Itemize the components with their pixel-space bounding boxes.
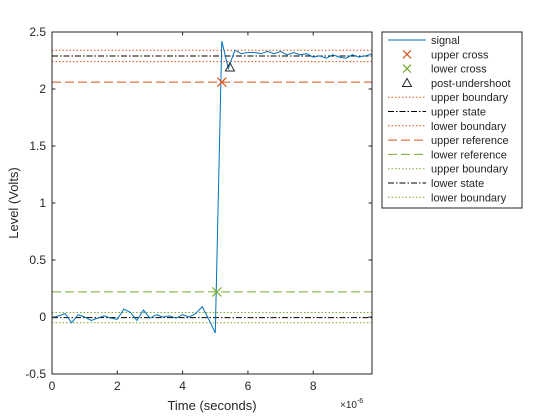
legend-item-upper-boundary: upper boundary [388, 92, 509, 104]
x-tick-label: 0 [49, 379, 56, 393]
axes-box [51, 31, 373, 375]
y-tick-label: 0 [39, 310, 46, 324]
legend-item-upper-reference: upper reference [388, 135, 509, 147]
legend-label: signal [431, 35, 460, 47]
legend-label: lower boundary [431, 192, 507, 204]
legend-item-signal: signal [388, 35, 460, 47]
legend-label: lower reference [431, 149, 507, 161]
legend-box [381, 31, 523, 209]
x-exponent-base: ×10 [340, 400, 357, 411]
x-tick-label: 6 [245, 379, 252, 393]
x-axis-ticks: 0 2 4 6 8 [49, 32, 317, 393]
upper-cross-marker [216, 77, 227, 88]
x-exponent-power: -6 [357, 398, 363, 405]
legend-label: upper boundary [431, 92, 509, 104]
y-tick-label: 1.5 [29, 139, 46, 153]
y-tick-label: 0.5 [29, 253, 46, 267]
legend-item-post-undershoot: post-undershoot [401, 77, 511, 90]
y-tick-label: 1 [39, 196, 46, 210]
signal-series [52, 41, 372, 334]
legend-swatch [402, 49, 412, 59]
y-axis-label: Level (Volts) [6, 167, 21, 239]
legend-label: post-undershoot [431, 78, 511, 90]
reference-lines [52, 49, 372, 324]
legend-item-lower-boundary: lower boundary [388, 192, 507, 204]
markers [211, 61, 236, 297]
legend-item-upper-state: upper state [388, 107, 486, 119]
legend-item-lower-state: lower state [388, 178, 484, 190]
lower-cross-marker [211, 286, 222, 297]
legend-label: lower cross [431, 64, 487, 76]
x-axis-label: Time (seconds) [167, 398, 256, 413]
legend-label: lower boundary [431, 121, 507, 133]
legend-item-upper-boundary: upper boundary [388, 164, 509, 176]
legend-item-lower-boundary: lower boundary [388, 121, 507, 133]
signal-line [52, 41, 372, 334]
legend-item-lower-cross: lower cross [402, 64, 487, 76]
legend-item-upper-cross: upper cross [402, 49, 489, 61]
y-tick-label: 2.5 [29, 25, 46, 39]
x-exponent-label: ×10-6 [340, 398, 363, 411]
legend-label: upper reference [431, 135, 509, 147]
y-axis-ticks: -0.5 0 0.5 1 1.5 2 2.5 [25, 25, 372, 381]
legend-label: upper boundary [431, 164, 509, 176]
legend-swatch [401, 77, 413, 87]
legend-item-lower-reference: lower reference [388, 149, 507, 161]
x-tick-label: 4 [179, 379, 186, 393]
y-tick-label: 2 [39, 82, 46, 96]
legend: signal upper cross lower cross post-undersh… [381, 31, 523, 209]
legend-label: lower state [431, 178, 484, 190]
post-undershoot-marker [224, 61, 236, 72]
y-tick-label: -0.5 [25, 367, 46, 381]
x-tick-label: 2 [114, 379, 121, 393]
legend-swatch [402, 64, 412, 74]
legend-label: upper cross [431, 49, 489, 61]
x-tick-label: 8 [310, 379, 317, 393]
legend-label: upper state [431, 107, 486, 119]
